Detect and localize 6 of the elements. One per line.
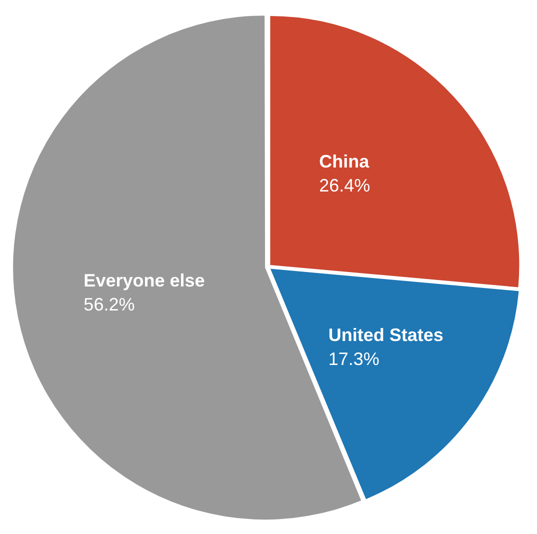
slice-label: United States <box>328 325 444 346</box>
slice-label: China <box>319 152 370 172</box>
data-label: 56.2% <box>84 294 135 315</box>
data-label: 26.4% <box>319 176 370 196</box>
data-label: 17.3% <box>328 349 380 370</box>
slice-label: Everyone else <box>84 270 205 291</box>
